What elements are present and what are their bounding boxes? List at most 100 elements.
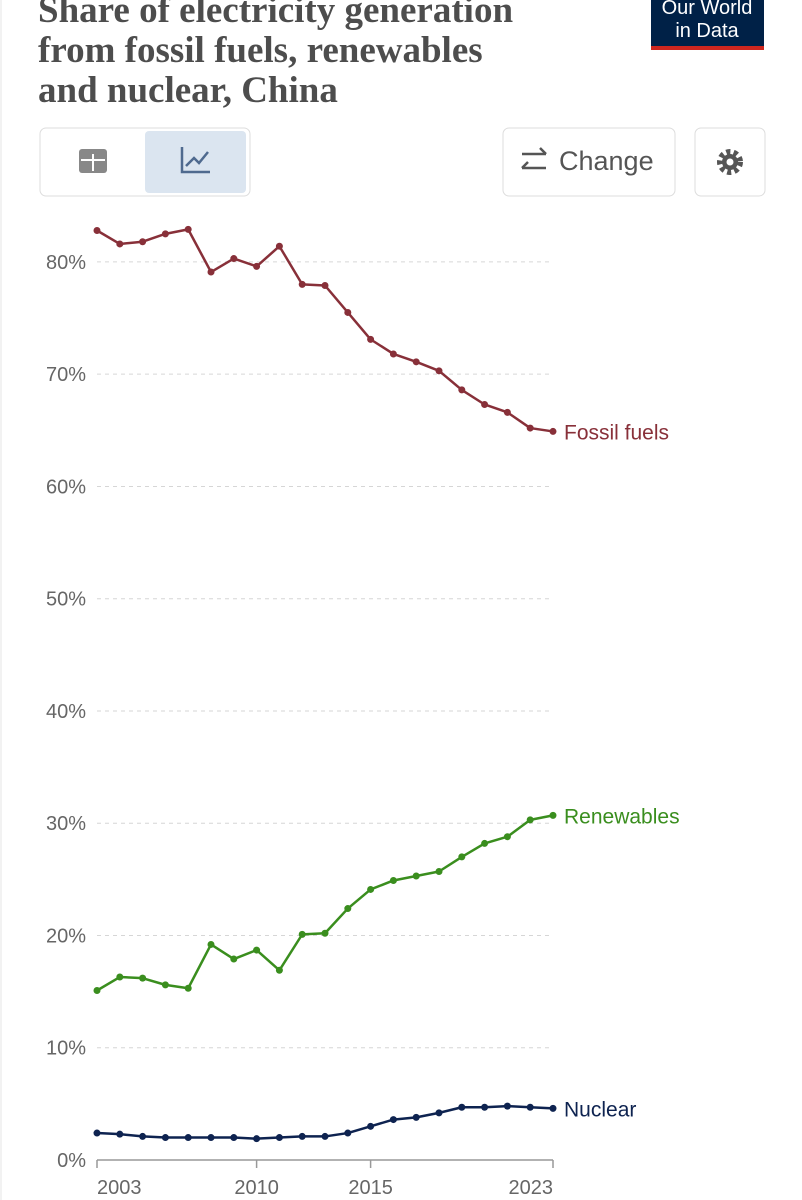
data-point xyxy=(412,358,420,366)
chart-icon xyxy=(180,147,210,174)
data-point xyxy=(389,350,397,358)
data-point xyxy=(230,255,238,263)
data-point xyxy=(230,955,238,963)
data-point xyxy=(298,1132,306,1140)
data-point xyxy=(116,240,124,248)
logo-text: Our World xyxy=(662,0,753,19)
data-point xyxy=(298,930,306,938)
data-point xyxy=(458,853,466,861)
data-point xyxy=(549,811,557,819)
data-point xyxy=(344,905,352,913)
data-point xyxy=(184,225,192,233)
data-point xyxy=(458,1103,466,1111)
data-point xyxy=(93,986,101,994)
data-point xyxy=(184,1134,192,1142)
data-point xyxy=(435,1109,443,1117)
data-point xyxy=(275,966,283,974)
data-point xyxy=(389,876,397,884)
data-point xyxy=(93,1129,101,1137)
data-point xyxy=(344,1129,352,1137)
settings-button[interactable] xyxy=(694,127,766,197)
data-point xyxy=(481,1103,489,1111)
data-point xyxy=(298,280,306,288)
data-point xyxy=(139,974,147,982)
logo-bar xyxy=(651,46,764,50)
data-point xyxy=(161,981,169,989)
data-point xyxy=(412,1113,420,1121)
data-point xyxy=(549,1104,557,1112)
data-point xyxy=(503,408,511,416)
data-point xyxy=(93,226,101,234)
data-point xyxy=(412,872,420,880)
data-point xyxy=(253,1135,261,1143)
data-point xyxy=(549,427,557,435)
x-tick-label: 2015 xyxy=(348,1177,393,1199)
swap-icon xyxy=(521,147,547,170)
logo[interactable]: Our World in Data xyxy=(651,0,764,50)
data-point xyxy=(116,973,124,981)
series-label: Fossil fuels xyxy=(564,421,669,444)
data-point xyxy=(275,1134,283,1142)
gear-hole xyxy=(726,158,734,166)
data-point xyxy=(435,367,443,375)
series-label: Nuclear xyxy=(564,1098,636,1121)
series-label: Renewables xyxy=(564,805,680,828)
y-tick-label: 20% xyxy=(46,925,86,947)
data-point xyxy=(161,230,169,238)
data-point xyxy=(253,262,261,270)
y-tick-label: 80% xyxy=(46,252,86,274)
logo-text: in Data xyxy=(675,20,739,42)
chart-title: and nuclear, China xyxy=(38,70,338,111)
data-point xyxy=(139,1132,147,1140)
data-point xyxy=(481,839,489,847)
y-tick-label: 0% xyxy=(57,1150,86,1172)
data-point xyxy=(503,1102,511,1110)
data-point xyxy=(139,238,147,246)
data-point xyxy=(230,1134,238,1142)
data-point xyxy=(321,1132,329,1140)
logo-box xyxy=(651,0,764,48)
gear-teeth xyxy=(717,149,743,175)
data-point xyxy=(207,1134,215,1142)
x-tick-label: 2023 xyxy=(509,1177,554,1199)
y-tick-label: 50% xyxy=(46,589,86,611)
data-point xyxy=(389,1116,397,1124)
data-point xyxy=(526,816,534,824)
data-point xyxy=(207,268,215,276)
x-tick-label: 2003 xyxy=(97,1177,142,1199)
data-point xyxy=(526,1103,534,1111)
button-frame xyxy=(502,127,676,197)
y-tick-label: 30% xyxy=(46,813,86,835)
data-point xyxy=(481,400,489,408)
chart-tab-bg xyxy=(145,131,246,193)
button-label: Change xyxy=(559,146,654,176)
x-tick-label: 2010 xyxy=(234,1177,279,1199)
data-point xyxy=(503,833,511,841)
data-point xyxy=(526,424,534,432)
data-point xyxy=(184,984,192,992)
data-point xyxy=(367,335,375,343)
chart-tab[interactable] xyxy=(145,131,246,193)
data-point xyxy=(435,867,443,875)
data-point xyxy=(367,885,375,893)
chart-title: Share of electricity generation xyxy=(38,0,513,31)
data-point xyxy=(344,308,352,316)
table-tab[interactable] xyxy=(79,149,107,173)
y-tick-label: 60% xyxy=(46,476,86,498)
data-point xyxy=(253,946,261,954)
data-point xyxy=(367,1122,375,1130)
data-point xyxy=(275,242,283,250)
data-point xyxy=(458,386,466,394)
y-tick-label: 70% xyxy=(46,364,86,386)
data-point xyxy=(321,281,329,289)
chart-title: from fossil fuels, renewables xyxy=(38,30,483,71)
view-toggle xyxy=(39,127,251,197)
y-tick-label: 10% xyxy=(46,1038,86,1060)
y-tick-label: 40% xyxy=(46,701,86,723)
change-button[interactable]: Change xyxy=(502,127,676,197)
data-point xyxy=(207,940,215,948)
data-point xyxy=(321,929,329,937)
data-point xyxy=(116,1130,124,1138)
